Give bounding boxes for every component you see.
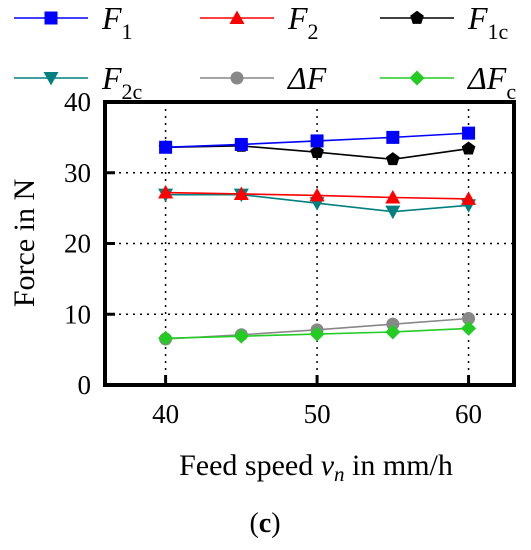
data-point-f2 bbox=[385, 190, 401, 204]
caption-close: ) bbox=[271, 508, 280, 539]
data-point-f2 bbox=[233, 186, 249, 200]
legend-label-main: F bbox=[101, 60, 122, 96]
x-tick-label: 60 bbox=[455, 399, 482, 429]
data-point-f1 bbox=[462, 126, 476, 140]
x-tick-label: 40 bbox=[152, 399, 179, 429]
legend-item-delta-f: ΔF bbox=[200, 60, 327, 96]
data-point-f1c bbox=[310, 145, 324, 159]
legend-marker bbox=[43, 72, 59, 86]
y-tick-label: 0 bbox=[78, 370, 92, 400]
series-delta-fc bbox=[158, 320, 477, 346]
legend-label-sub: 2 bbox=[308, 19, 319, 44]
data-point-f2 bbox=[158, 185, 174, 199]
series-layer bbox=[158, 126, 477, 346]
data-point-f1c bbox=[461, 141, 476, 155]
data-point-f1 bbox=[310, 134, 324, 148]
y-tick-label: 30 bbox=[64, 158, 91, 188]
legend-item-f1c: F1c bbox=[380, 0, 509, 44]
data-point-delta-fc bbox=[158, 330, 174, 346]
legend-marker bbox=[230, 71, 244, 85]
legend-label-main: ΔF bbox=[466, 60, 507, 96]
caption-open: ( bbox=[249, 508, 258, 539]
legend-label: F1c bbox=[467, 0, 509, 44]
legend-item-f2c: F2c bbox=[14, 60, 143, 104]
data-point-f1 bbox=[234, 137, 248, 151]
legend-label-sub: 1c bbox=[488, 19, 509, 44]
legend-label-main: F bbox=[287, 0, 308, 36]
data-point-delta-fc bbox=[385, 324, 401, 340]
x-axis-label-var: v bbox=[321, 449, 335, 482]
legend-item-f1: F1 bbox=[14, 0, 133, 44]
data-point-delta-fc bbox=[233, 328, 249, 344]
caption-letter: c bbox=[259, 508, 271, 539]
legend-label-main: ΔF bbox=[286, 60, 327, 96]
data-point-f2 bbox=[309, 187, 325, 202]
data-point-delta-f bbox=[386, 317, 400, 331]
x-axis-label-unit: in mm/h bbox=[345, 449, 453, 482]
legend-marker bbox=[44, 11, 58, 25]
legend-item-delta-fc: ΔFc bbox=[380, 60, 516, 104]
series-f2 bbox=[158, 185, 477, 205]
grid-lines bbox=[105, 102, 514, 385]
legend-marker bbox=[410, 10, 424, 24]
legend-label-sub: 1 bbox=[122, 19, 133, 44]
y-tick-label: 20 bbox=[64, 229, 91, 259]
data-point-delta-f bbox=[462, 311, 476, 325]
data-point-f1c bbox=[385, 152, 400, 166]
y-tick-label: 10 bbox=[64, 299, 91, 329]
data-point-f1 bbox=[386, 130, 400, 144]
legend-label-main: F bbox=[101, 0, 122, 36]
legend-item-f2: F2 bbox=[200, 0, 319, 44]
x-axis-label-sub: n bbox=[334, 462, 345, 486]
legend-label-sub: c bbox=[506, 79, 516, 104]
legend-label-main: F bbox=[467, 0, 488, 36]
legend-label: ΔFc bbox=[466, 60, 516, 104]
series-f1 bbox=[159, 126, 476, 154]
data-point-f2c bbox=[385, 205, 401, 220]
legend-label: F2c bbox=[101, 60, 143, 104]
legend-label-sub: 2c bbox=[122, 79, 143, 104]
x-axis-label: Feed speed vn in mm/h bbox=[179, 449, 453, 486]
legend-label: F2 bbox=[287, 0, 319, 44]
legend-label: ΔF bbox=[286, 60, 327, 96]
y-axis-label: Force in N bbox=[8, 179, 41, 307]
legend-label: F1 bbox=[101, 0, 133, 44]
figure-caption: (c) bbox=[249, 508, 280, 539]
data-point-delta-fc bbox=[309, 326, 325, 342]
legend-marker bbox=[409, 70, 425, 86]
data-point-f2 bbox=[461, 191, 477, 205]
x-tick-label: 50 bbox=[304, 399, 331, 429]
x-axis-label-main: Feed speed bbox=[179, 449, 321, 482]
y-tick-label: 40 bbox=[64, 87, 91, 117]
tick-labels: 0 10 20 30 40 40 50 60 bbox=[64, 87, 482, 429]
data-point-f1 bbox=[159, 140, 173, 154]
data-point-delta-fc bbox=[461, 320, 477, 336]
legend-marker bbox=[229, 10, 245, 24]
